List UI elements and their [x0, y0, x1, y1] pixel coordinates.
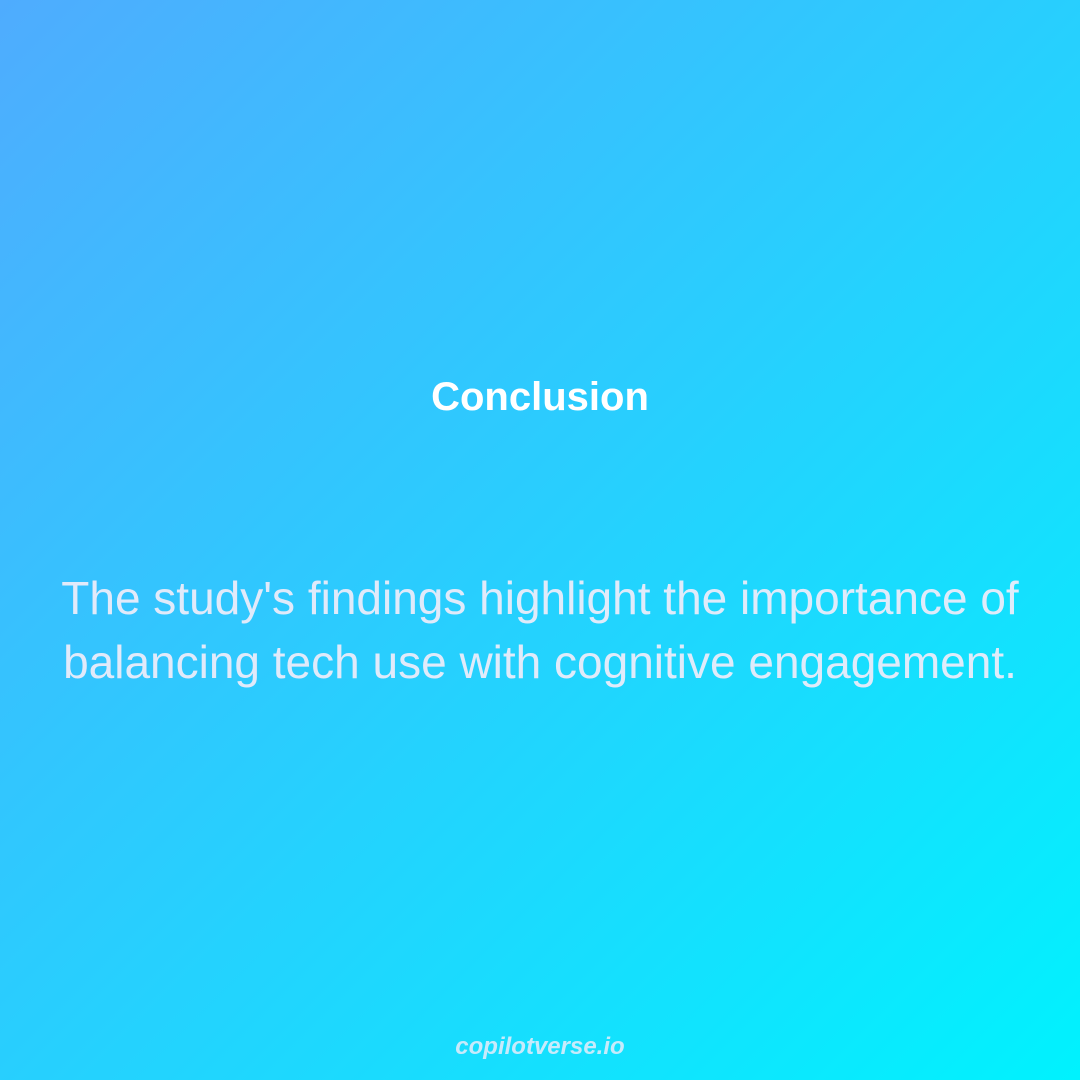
slide-body-text: The study's findings highlight the impor…: [61, 572, 1019, 688]
slide-title: Conclusion: [431, 375, 649, 419]
footer-watermark: copilotverse.io: [455, 1033, 625, 1060]
